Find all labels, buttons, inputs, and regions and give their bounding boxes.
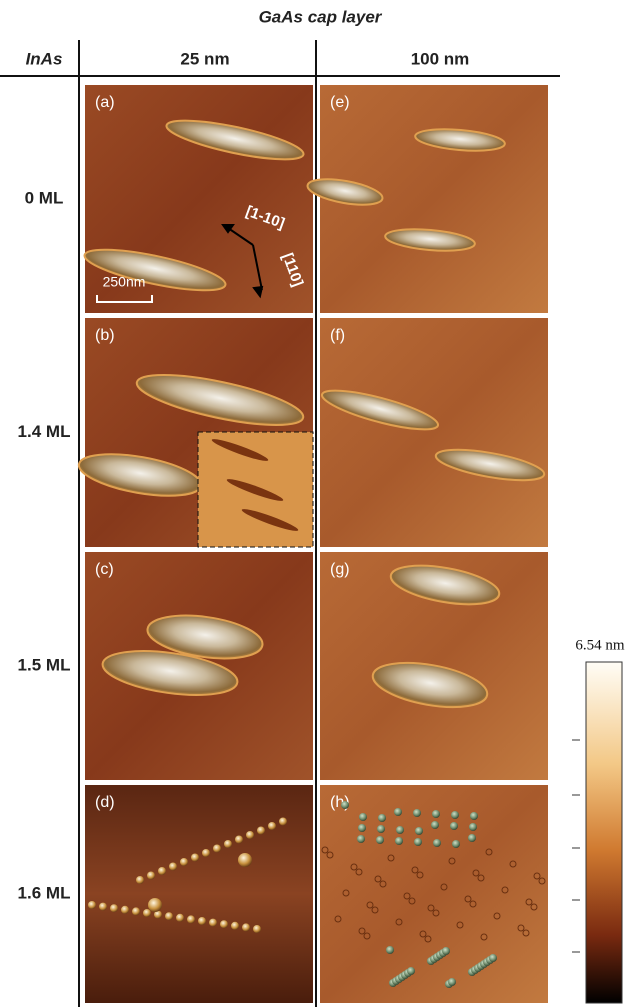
dot bbox=[147, 872, 155, 880]
dot bbox=[209, 919, 217, 927]
dot bbox=[202, 849, 210, 857]
dot bbox=[246, 831, 254, 839]
dot bbox=[99, 903, 107, 911]
dot bbox=[148, 898, 162, 912]
figure-title: GaAs cap layer bbox=[259, 7, 383, 26]
column-header: 25 nm bbox=[180, 49, 229, 68]
panel-label: (e) bbox=[330, 94, 350, 111]
dot bbox=[431, 821, 439, 829]
dot bbox=[279, 818, 287, 826]
dot bbox=[88, 901, 96, 909]
dot bbox=[432, 810, 440, 818]
dot bbox=[394, 808, 402, 816]
dot bbox=[198, 917, 206, 925]
dot bbox=[395, 837, 403, 845]
colorbar bbox=[586, 662, 622, 1003]
dot bbox=[469, 823, 477, 831]
panel-label: (f) bbox=[330, 327, 345, 344]
panel-label: (g) bbox=[330, 561, 350, 578]
colorbar-label: 6.54 nm bbox=[575, 637, 625, 653]
dot bbox=[489, 954, 497, 962]
dot bbox=[213, 845, 221, 853]
row-header: InAs bbox=[26, 49, 63, 68]
dot bbox=[238, 853, 252, 867]
dot bbox=[407, 967, 415, 975]
dot bbox=[448, 978, 456, 986]
dot bbox=[176, 914, 184, 922]
dot bbox=[169, 863, 177, 871]
afm-image bbox=[320, 318, 548, 547]
dot bbox=[231, 922, 239, 930]
dot bbox=[136, 876, 144, 884]
dot bbox=[450, 822, 458, 830]
dot bbox=[187, 915, 195, 923]
dot bbox=[121, 906, 129, 914]
panels: 0 ML 1.4 ML 1.5 ML 1.6 ML (a) (b) (c) (d) (e) (f)… bbox=[18, 85, 548, 1003]
scale-bar-label: 250nm bbox=[103, 274, 146, 290]
row-label: 0 ML bbox=[25, 188, 64, 207]
panel-label: (c) bbox=[95, 561, 114, 578]
dot bbox=[396, 826, 404, 834]
column-header: 100 nm bbox=[411, 49, 470, 68]
dot bbox=[451, 811, 459, 819]
dot bbox=[442, 947, 450, 955]
row-label: 1.5 ML bbox=[18, 655, 71, 674]
dot bbox=[180, 858, 188, 866]
dot bbox=[242, 923, 250, 931]
dot bbox=[253, 925, 261, 933]
dot bbox=[341, 801, 349, 809]
dot bbox=[224, 840, 232, 848]
dot bbox=[415, 827, 423, 835]
dot bbox=[376, 836, 384, 844]
dot bbox=[377, 825, 385, 833]
dot bbox=[470, 812, 478, 820]
dot bbox=[433, 839, 441, 847]
dot bbox=[268, 822, 276, 830]
dot bbox=[413, 809, 421, 817]
dot bbox=[165, 912, 173, 920]
panel-label: (b) bbox=[95, 327, 115, 344]
dot bbox=[358, 824, 366, 832]
row-label: 1.4 ML bbox=[18, 422, 71, 441]
dot bbox=[235, 836, 243, 844]
afm-image bbox=[320, 785, 548, 1003]
panel-label: (a) bbox=[95, 94, 115, 111]
row-label: 1.6 ML bbox=[18, 883, 71, 902]
dot bbox=[357, 835, 365, 843]
dot bbox=[359, 813, 367, 821]
panel-label: (d) bbox=[95, 794, 115, 811]
afm-image bbox=[85, 785, 313, 1003]
dot bbox=[378, 814, 386, 822]
figure: GaAs cap layer InAs 25 nm 100 nm 0 ML 1.4… bbox=[0, 0, 632, 1007]
dot bbox=[132, 907, 140, 915]
dot bbox=[143, 909, 151, 917]
dot bbox=[191, 854, 199, 862]
dot bbox=[468, 834, 476, 842]
dot bbox=[452, 840, 460, 848]
dot bbox=[414, 838, 422, 846]
dot bbox=[257, 827, 265, 835]
dot bbox=[158, 867, 166, 875]
dot bbox=[220, 920, 228, 928]
dot bbox=[386, 946, 394, 954]
dot bbox=[110, 904, 118, 912]
